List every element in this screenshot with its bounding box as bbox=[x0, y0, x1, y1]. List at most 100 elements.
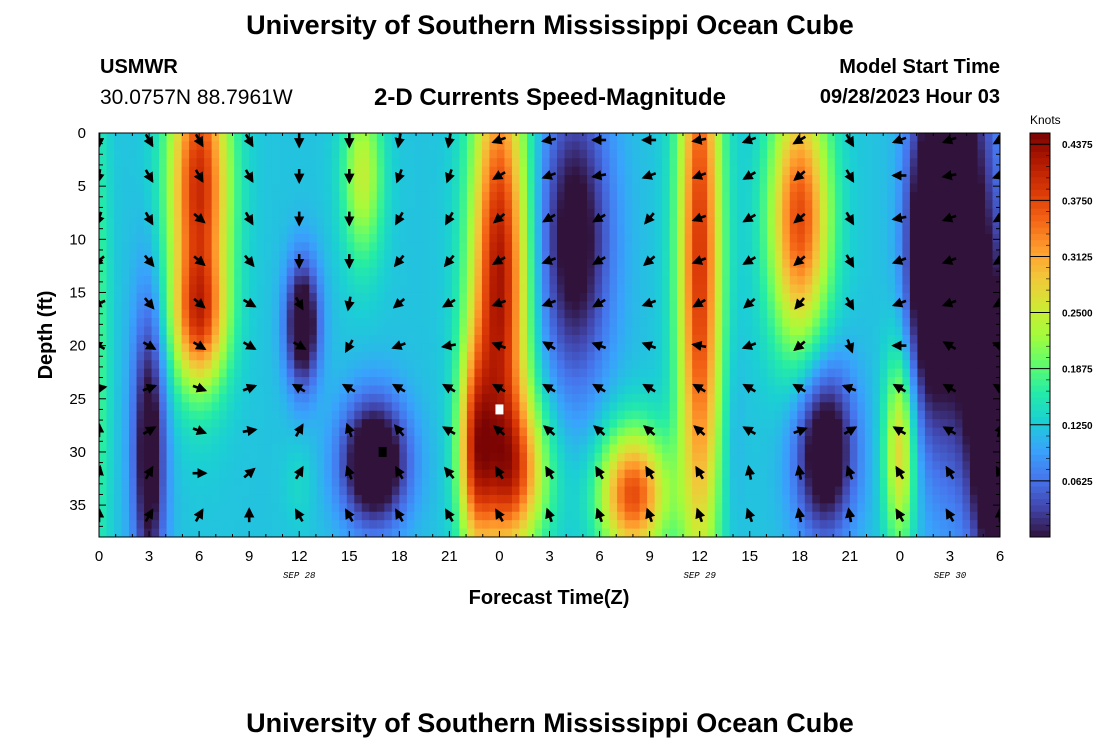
heatmap-cell bbox=[534, 166, 543, 176]
heatmap-cell bbox=[436, 292, 445, 302]
heatmap-cell bbox=[864, 234, 873, 244]
heatmap-cell bbox=[564, 158, 573, 168]
heatmap-cell bbox=[189, 393, 198, 403]
heatmap-cell bbox=[301, 452, 310, 462]
heatmap-cell bbox=[504, 149, 513, 159]
heatmap-cell bbox=[159, 326, 168, 336]
heatmap-cell bbox=[572, 427, 581, 437]
heatmap-cell bbox=[106, 149, 115, 159]
heatmap-cell bbox=[181, 326, 190, 336]
heatmap-cell bbox=[376, 318, 385, 328]
heatmap-cell bbox=[827, 419, 836, 429]
heatmap-cell bbox=[414, 377, 423, 387]
heatmap-cell bbox=[406, 141, 415, 151]
heatmap-cell bbox=[602, 343, 611, 353]
heatmap-cell bbox=[617, 250, 626, 260]
heatmap-cell bbox=[864, 368, 873, 378]
heatmap-cell bbox=[932, 166, 941, 176]
heatmap-cell bbox=[264, 360, 273, 370]
heatmap-cell bbox=[819, 284, 828, 294]
heatmap-cell bbox=[474, 267, 483, 277]
heatmap-cell bbox=[256, 200, 265, 210]
heatmap-cell bbox=[316, 208, 325, 218]
heatmap-cell bbox=[226, 360, 235, 370]
heatmap-cell bbox=[647, 335, 656, 345]
heatmap-cell bbox=[699, 259, 708, 269]
heatmap-cell bbox=[99, 436, 108, 446]
heatmap-cell bbox=[954, 158, 964, 168]
heatmap-cell bbox=[632, 234, 641, 244]
heatmap-cell bbox=[954, 377, 964, 387]
heatmap-cell bbox=[339, 133, 348, 143]
heatmap-cell bbox=[602, 427, 611, 437]
heatmap-cell bbox=[669, 419, 678, 429]
heatmap-cell bbox=[872, 259, 881, 269]
heatmap-cell bbox=[714, 292, 723, 302]
heatmap-cell bbox=[624, 326, 633, 336]
heatmap-cell bbox=[309, 419, 318, 429]
heatmap-cell bbox=[286, 225, 295, 235]
heatmap-cell bbox=[594, 444, 603, 454]
heatmap-cell bbox=[894, 225, 903, 235]
heatmap-cell bbox=[774, 166, 783, 176]
heatmap-cell bbox=[174, 267, 183, 277]
heatmap-cell bbox=[534, 410, 543, 420]
heatmap-cell bbox=[136, 259, 145, 269]
heatmap-cell bbox=[451, 234, 460, 244]
heatmap-cell bbox=[121, 351, 130, 361]
heatmap-cell bbox=[714, 133, 723, 143]
heatmap-cell bbox=[451, 469, 460, 479]
heatmap-cell bbox=[249, 318, 258, 328]
heatmap-cell bbox=[834, 158, 843, 168]
heatmap-cell bbox=[174, 461, 183, 471]
heatmap-cell bbox=[196, 166, 205, 176]
heatmap-cell bbox=[226, 191, 235, 201]
heatmap-cell bbox=[309, 158, 318, 168]
heatmap-cell bbox=[249, 267, 258, 277]
heatmap-cell bbox=[557, 234, 566, 244]
heatmap-cell bbox=[834, 461, 843, 471]
heatmap-cell bbox=[797, 326, 806, 336]
heatmap-cell bbox=[519, 452, 528, 462]
heatmap-cell bbox=[759, 326, 768, 336]
heatmap-cell bbox=[654, 436, 663, 446]
heatmap-cell bbox=[879, 461, 888, 471]
heatmap-cell bbox=[797, 242, 806, 252]
heatmap-cell bbox=[324, 444, 333, 454]
heatmap-cell bbox=[129, 250, 138, 260]
heatmap-cell bbox=[669, 410, 678, 420]
heatmap-cell bbox=[504, 250, 513, 260]
heatmap-cell bbox=[144, 292, 153, 302]
heatmap-cell bbox=[159, 259, 168, 269]
heatmap-cell bbox=[286, 360, 295, 370]
heatmap-cell bbox=[474, 259, 483, 269]
heatmap-cell bbox=[489, 301, 498, 311]
heatmap-cell bbox=[857, 208, 866, 218]
heatmap-cell bbox=[354, 133, 363, 143]
heatmap-cell bbox=[894, 149, 903, 159]
heatmap-cell bbox=[834, 419, 843, 429]
heatmap-cell bbox=[174, 444, 183, 454]
heatmap-cell bbox=[309, 234, 318, 244]
heatmap-cell bbox=[354, 166, 363, 176]
heatmap-cell bbox=[466, 276, 476, 286]
heatmap-cell bbox=[189, 259, 198, 269]
heatmap-cell bbox=[969, 301, 979, 311]
heatmap-cell bbox=[211, 133, 220, 143]
heatmap-cell bbox=[639, 377, 648, 387]
heatmap-cell bbox=[189, 402, 198, 412]
heatmap-cell bbox=[361, 410, 370, 420]
heatmap-cell bbox=[564, 478, 573, 488]
heatmap-cell bbox=[737, 309, 746, 319]
heatmap-cell bbox=[256, 469, 265, 479]
heatmap-cell bbox=[857, 309, 866, 319]
heatmap-cell bbox=[624, 368, 633, 378]
heatmap-cell bbox=[271, 225, 280, 235]
heatmap-cell bbox=[834, 427, 843, 437]
heatmap-cell bbox=[256, 250, 265, 260]
heatmap-cell bbox=[932, 208, 941, 218]
heatmap-cell bbox=[924, 444, 934, 454]
heatmap-cell bbox=[414, 469, 423, 479]
heatmap-cell bbox=[189, 309, 198, 319]
heatmap-cell bbox=[219, 436, 228, 446]
